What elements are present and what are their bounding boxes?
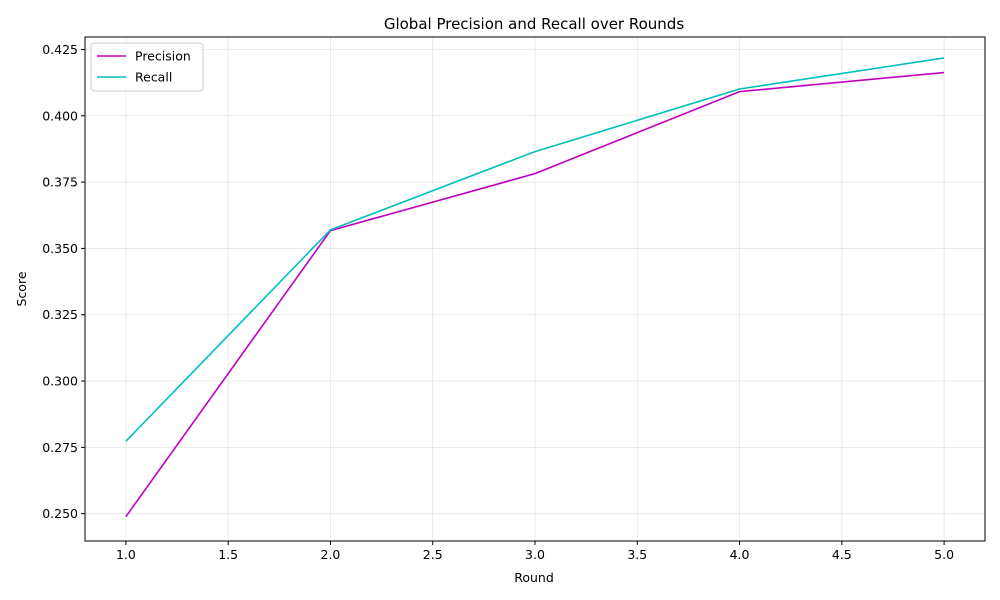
y-tick-label: 0.250 (42, 506, 78, 521)
legend-label-recall: Recall (135, 70, 172, 85)
y-tick-label: 0.375 (42, 175, 78, 190)
legend-label-precision: Precision (135, 49, 191, 64)
x-tick-label: 2.5 (423, 547, 443, 562)
x-tick-label: 1.5 (218, 547, 238, 562)
y-tick-label: 0.325 (42, 307, 78, 322)
y-tick-label: 0.275 (42, 440, 78, 455)
y-tick-label: 0.400 (42, 108, 78, 123)
grid (85, 37, 985, 541)
x-tick-label: 3.0 (525, 547, 545, 562)
y-tick-label: 0.425 (42, 42, 78, 57)
x-tick-label: 4.0 (730, 547, 750, 562)
x-tick-label: 5.0 (934, 547, 954, 562)
axis-ticks: 1.0 1.5 2.0 2.5 3.0 3.5 4.0 4.5 5.0 0.250 0.275 0.3… (42, 42, 954, 562)
x-tick-label: 1.0 (116, 547, 136, 562)
x-tick-label: 2.0 (321, 547, 341, 562)
x-tick-label: 4.5 (832, 547, 852, 562)
x-axis-label: Round (514, 570, 554, 585)
x-tick-label: 3.5 (627, 547, 647, 562)
y-tick-label: 0.350 (42, 241, 78, 256)
y-tick-label: 0.300 (42, 374, 78, 389)
y-axis-label: Score (14, 271, 29, 306)
chart-title: Global Precision and Recall over Rounds (384, 15, 685, 33)
legend: Precision Recall (91, 43, 203, 91)
